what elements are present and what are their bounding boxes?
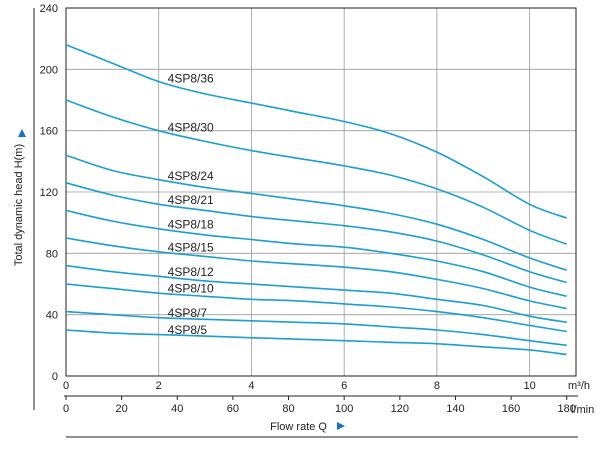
y-tick-label: 160 (40, 126, 58, 138)
y-axis-arrow-icon (18, 129, 26, 137)
x-tick-label-lmin: 100 (335, 403, 353, 415)
y-tick-label: 120 (40, 187, 58, 199)
curves (65, 44, 567, 356)
curve-label: 4SP8/15 (168, 240, 214, 254)
curve-4sp8-10 (65, 283, 567, 333)
y-tick-label: 240 (40, 3, 58, 15)
x-tick-label-m3h: 0 (63, 380, 69, 392)
x-axis-arrow-icon (337, 422, 345, 430)
x-tick-label-lmin: 180 (558, 403, 576, 415)
grid (65, 7, 576, 377)
curve-label: 4SP8/30 (168, 120, 214, 134)
curve-4sp8-7 (65, 310, 567, 347)
curve-label: 4SP8/12 (168, 265, 214, 279)
x-tick-label-lmin: 80 (282, 403, 294, 415)
x-axis-title: Flow rate Q (270, 421, 327, 433)
curve-label: 4SP8/36 (168, 71, 214, 85)
y-axis-title: Total dynamic head H(m) (13, 144, 25, 266)
x-tick-label-lmin: 0 (63, 403, 69, 415)
curve-4sp8-18 (65, 209, 567, 298)
curve-4sp8-30 (65, 99, 567, 245)
x-tick-label-m3h: 2 (156, 380, 162, 392)
curve-4sp8-12 (65, 264, 567, 324)
x-tick-label-lmin: 60 (227, 403, 239, 415)
curve-label: 4SP8/7 (168, 306, 208, 320)
curve-4sp8-5 (65, 329, 567, 356)
curve-label: 4SP8/18 (168, 218, 214, 232)
x-tick-labels-m3h: 0 2 4 6 8 10 (63, 380, 536, 392)
x-tick-labels-lmin: 0 20 40 60 80 100 120 140 160 180 (63, 396, 576, 415)
y-tick-label: 200 (40, 64, 58, 76)
x-tick-label-lmin: 40 (171, 403, 183, 415)
x-tick-label-m3h: 10 (524, 380, 536, 392)
x-tick-label-lmin: 140 (446, 403, 464, 415)
y-tick-labels: 0 40 80 120 160 200 240 (40, 3, 58, 383)
curve-4sp8-15 (65, 237, 567, 310)
y-tick-label: 80 (46, 248, 58, 260)
curve-label: 4SP8/24 (168, 169, 214, 183)
x-tick-label-lmin: 160 (502, 403, 520, 415)
curve-4sp8-21 (65, 182, 567, 284)
curve-label: 4SP8/10 (168, 282, 214, 296)
y-tick-label: 40 (46, 310, 58, 322)
x-tick-label-m3h: 8 (434, 380, 440, 392)
x-unit-m3h: m³/h (568, 380, 590, 392)
curve-label: 4SP8/21 (168, 193, 214, 207)
x-tick-label-lmin: 20 (116, 403, 128, 415)
curve-label: 4SP8/5 (168, 323, 208, 337)
x-tick-label-lmin: 120 (391, 403, 409, 415)
curve-labels: 4SP8/36 4SP8/30 4SP8/24 4SP8/21 4SP8/18 4SP8/… (168, 71, 214, 336)
x-unit-lmin: l/min (571, 404, 594, 416)
x-tick-label-m3h: 4 (248, 380, 254, 392)
curve-4sp8-24 (65, 154, 567, 271)
curve-4sp8-36 (65, 44, 567, 219)
plot-frame (65, 7, 577, 377)
x-tick-label-m3h: 6 (341, 380, 347, 392)
y-tick-label: 0 (52, 371, 58, 383)
